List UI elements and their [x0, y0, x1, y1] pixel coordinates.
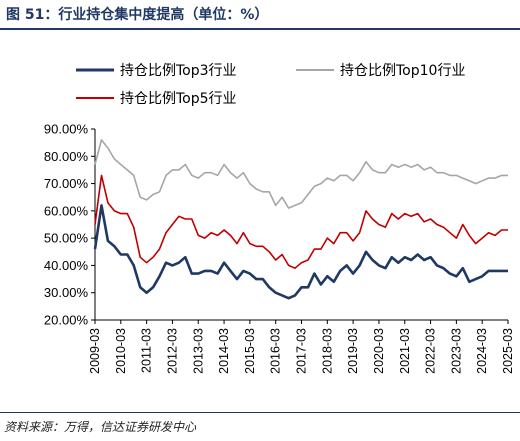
x-tick-label: 2019-03	[346, 328, 360, 374]
x-tick-label: 2023-03	[449, 328, 463, 374]
legend-label: 持仓比例Top5行业	[120, 91, 237, 107]
x-tick-label: 2009-03	[88, 328, 102, 374]
legend-label: 持仓比例Top3行业	[120, 63, 237, 79]
y-tick-label: 50.00%	[44, 231, 89, 246]
x-tick-label: 2018-03	[320, 328, 334, 374]
x-tick-label: 2017-03	[295, 328, 309, 374]
x-axis: 2009-03 2010-03 2011-03 2012-03 2013-03 2014-…	[88, 319, 515, 374]
series-line-1	[93, 204, 508, 300]
y-tick-label: 90.00%	[44, 122, 89, 137]
x-tick-label: 2025-03	[501, 328, 515, 374]
x-tick-label: 2022-03	[424, 328, 438, 374]
y-tick-label: 20.00%	[44, 313, 89, 328]
series-line-3	[94, 174, 508, 270]
x-tick-label: 2021-03	[398, 328, 412, 374]
source-note: 资料来源：万得，信达证券研发中心	[4, 420, 197, 434]
title-rule	[0, 28, 520, 30]
x-tick-label: 2011-03	[140, 328, 154, 373]
legend-label: 持仓比例Top10行业	[340, 63, 465, 79]
y-tick-label: 30.00%	[44, 285, 89, 300]
x-tick-label: 2013-03	[191, 328, 205, 374]
x-tick-label: 2012-03	[165, 328, 179, 374]
source-rule	[0, 412, 520, 413]
y-axis: 20.00% 30.00% 40.00% 50.00% 60.00% 70.00% 80.0…	[44, 122, 96, 328]
series-layer	[93, 139, 508, 300]
x-tick-label: 2010-03	[114, 328, 128, 374]
x-tick-label: 2016-03	[269, 328, 283, 374]
y-tick-label: 40.00%	[44, 258, 89, 273]
x-tick-label: 2015-03	[243, 328, 257, 374]
y-tick-label: 60.00%	[44, 203, 89, 218]
x-tick-label: 2024-03	[475, 328, 489, 374]
y-tick-label: 70.00%	[44, 176, 89, 191]
series-line-2	[94, 139, 508, 209]
x-tick-label: 2020-03	[372, 328, 386, 374]
y-tick-label: 80.00%	[44, 149, 89, 164]
x-tick-label: 2014-03	[217, 328, 231, 374]
chart-title: 图 51：行业持仓集中度提高（单位：%）	[6, 7, 269, 23]
